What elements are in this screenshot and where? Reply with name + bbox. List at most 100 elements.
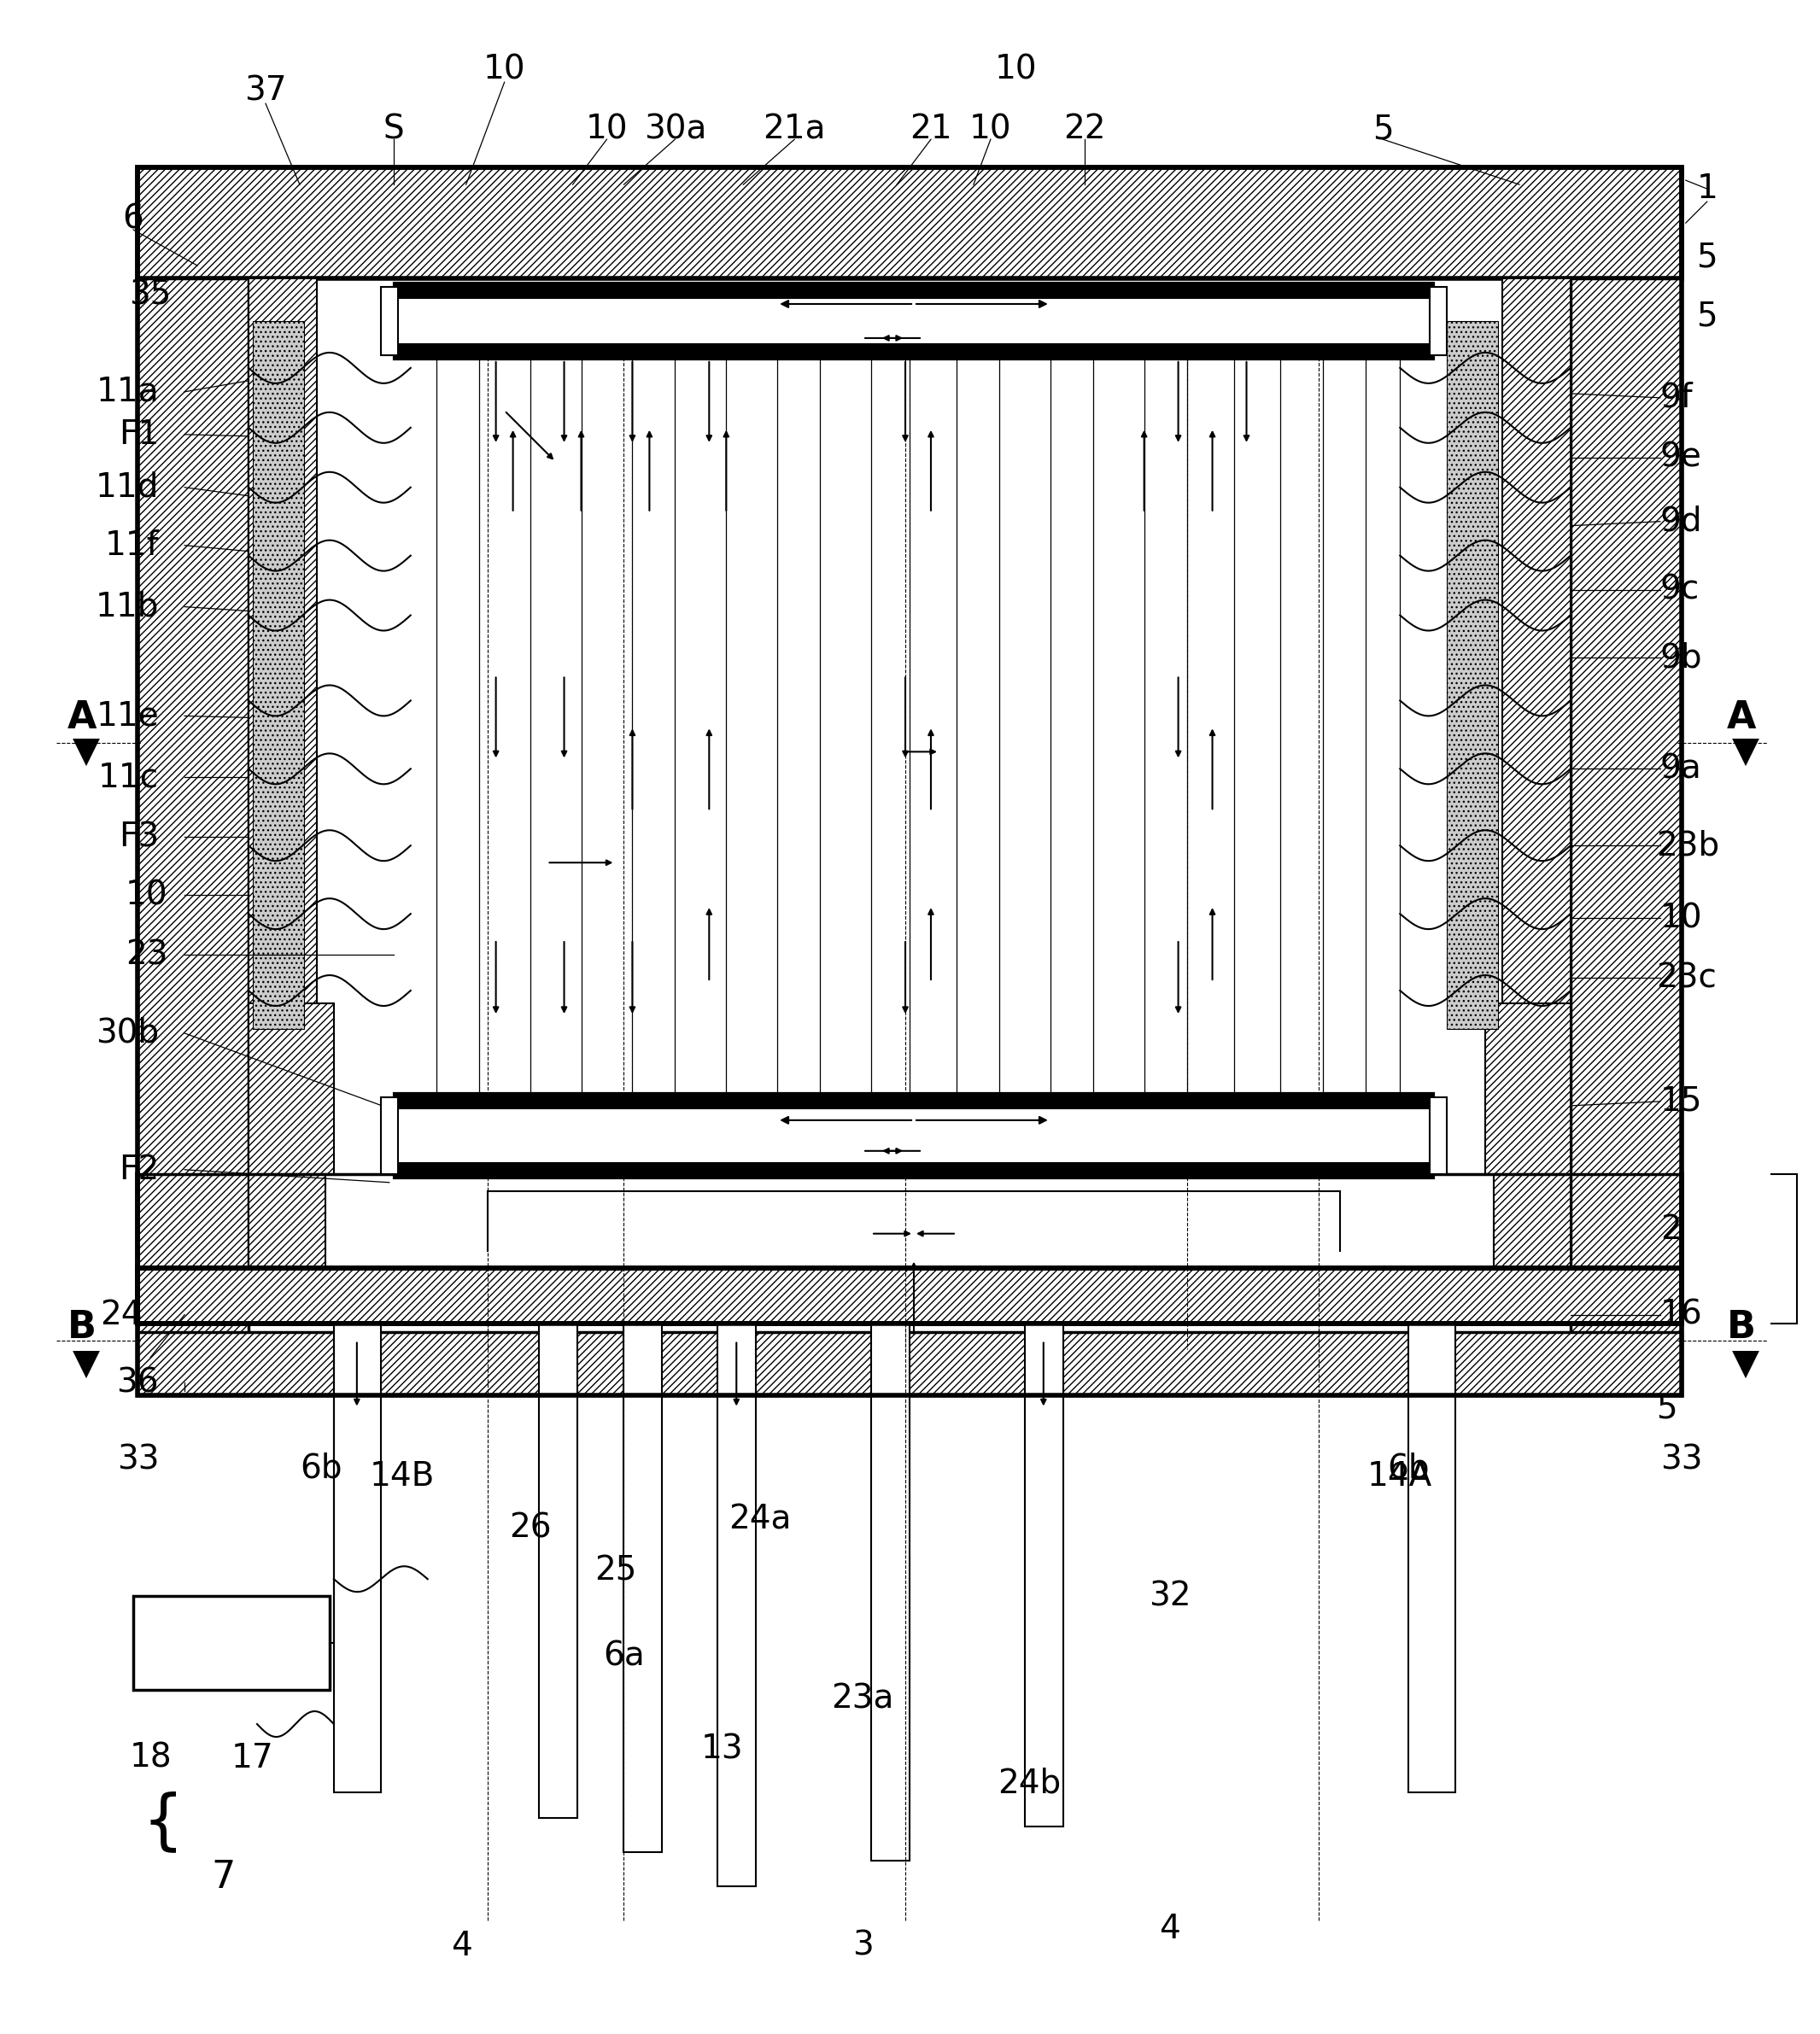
- Bar: [138, 167, 1682, 1395]
- Text: 5: 5: [1372, 114, 1394, 144]
- Text: 1: 1: [1696, 173, 1718, 205]
- Bar: [1431, 1096, 1447, 1174]
- Text: 10: 10: [484, 53, 526, 85]
- Bar: [1447, 321, 1498, 1029]
- Text: 13: 13: [701, 1733, 743, 1766]
- Bar: [393, 283, 1434, 299]
- Bar: [138, 1332, 1682, 1395]
- Text: 24: 24: [100, 1298, 142, 1330]
- Text: 25: 25: [593, 1554, 637, 1587]
- Text: 18: 18: [129, 1741, 171, 1774]
- Bar: [717, 1324, 755, 1886]
- Bar: [393, 1092, 1434, 1178]
- Text: 11f: 11f: [106, 529, 158, 561]
- Text: F1: F1: [118, 419, 158, 452]
- Text: 9a: 9a: [1660, 753, 1702, 785]
- Text: 21a: 21a: [763, 114, 826, 144]
- Text: 7: 7: [211, 1859, 235, 1896]
- Bar: [393, 1092, 1434, 1109]
- Text: 14B: 14B: [369, 1460, 435, 1493]
- Text: 24a: 24a: [730, 1503, 792, 1536]
- Text: 9f: 9f: [1660, 382, 1693, 415]
- Bar: [138, 1267, 1682, 1324]
- Text: 14A: 14A: [1367, 1460, 1432, 1493]
- Text: ▼: ▼: [1733, 1347, 1760, 1381]
- Text: F3: F3: [118, 822, 158, 852]
- Bar: [138, 1267, 1682, 1324]
- Text: 2: 2: [1660, 1212, 1682, 1245]
- Text: 6a: 6a: [602, 1639, 644, 1672]
- Text: 21: 21: [910, 114, 952, 144]
- Text: 5: 5: [1696, 301, 1718, 334]
- Text: 9b: 9b: [1660, 641, 1702, 673]
- Bar: [380, 1096, 399, 1174]
- Text: 23b: 23b: [1656, 830, 1720, 862]
- Text: 10: 10: [1660, 901, 1702, 934]
- Text: 22: 22: [1063, 114, 1105, 144]
- Text: 33: 33: [1660, 1444, 1702, 1477]
- Text: {: {: [142, 1790, 184, 1853]
- Text: 30b: 30b: [96, 1017, 158, 1050]
- Bar: [133, 1597, 329, 1690]
- Bar: [393, 344, 1434, 360]
- Text: F2: F2: [118, 1153, 158, 1186]
- Bar: [1431, 287, 1447, 356]
- Text: ▼: ▼: [73, 734, 100, 769]
- Bar: [1494, 1174, 1571, 1267]
- Text: 26: 26: [510, 1511, 551, 1544]
- Bar: [539, 1324, 577, 1818]
- Text: 4: 4: [451, 1930, 473, 1963]
- Text: 6b: 6b: [1387, 1452, 1431, 1485]
- Text: 30a: 30a: [644, 114, 706, 144]
- Text: 37: 37: [244, 75, 288, 108]
- Text: A: A: [1727, 700, 1756, 736]
- Text: B: B: [1727, 1310, 1756, 1347]
- Text: 10: 10: [970, 114, 1012, 144]
- Text: 11b: 11b: [95, 590, 158, 622]
- Text: 23: 23: [126, 938, 167, 970]
- Text: 9d: 9d: [1660, 504, 1702, 537]
- Text: 5: 5: [1696, 240, 1718, 273]
- Text: 6: 6: [122, 203, 144, 234]
- Text: 4: 4: [1159, 1912, 1181, 1945]
- Bar: [249, 1174, 326, 1267]
- Text: 10: 10: [126, 879, 167, 911]
- Text: 5: 5: [1656, 1391, 1676, 1424]
- Bar: [1571, 279, 1682, 1395]
- Bar: [333, 1324, 380, 1792]
- Bar: [393, 1163, 1434, 1178]
- Text: S: S: [382, 114, 404, 144]
- Bar: [624, 1324, 662, 1853]
- Text: 6b: 6b: [300, 1452, 342, 1485]
- Text: ▼: ▼: [1733, 734, 1760, 769]
- Text: 10: 10: [586, 114, 628, 144]
- Text: 15: 15: [1660, 1086, 1702, 1117]
- Text: A: A: [67, 700, 96, 736]
- Bar: [1409, 1324, 1456, 1792]
- Bar: [393, 283, 1434, 360]
- Text: 3: 3: [852, 1930, 874, 1963]
- Text: 17: 17: [231, 1741, 275, 1774]
- Text: 32: 32: [1148, 1580, 1190, 1613]
- Text: 24b: 24b: [997, 1768, 1061, 1800]
- Text: 35: 35: [129, 279, 171, 311]
- Text: 33: 33: [116, 1444, 158, 1477]
- Text: 11d: 11d: [95, 472, 158, 504]
- Bar: [872, 1324, 910, 1861]
- Bar: [249, 1003, 333, 1174]
- Bar: [1025, 1324, 1063, 1827]
- Text: 9e: 9e: [1660, 441, 1702, 474]
- Bar: [1502, 279, 1571, 1174]
- Text: B: B: [67, 1310, 96, 1347]
- Text: 11c: 11c: [98, 761, 158, 793]
- Text: 36: 36: [116, 1367, 158, 1399]
- Text: 11a: 11a: [96, 376, 158, 409]
- Text: 23a: 23a: [832, 1682, 894, 1715]
- Bar: [253, 321, 304, 1029]
- Text: 23c: 23c: [1656, 962, 1716, 995]
- Text: ▼: ▼: [73, 1347, 100, 1381]
- Bar: [249, 279, 317, 1174]
- Bar: [1485, 1003, 1571, 1174]
- Bar: [138, 279, 249, 1395]
- Text: 9c: 9c: [1660, 574, 1700, 606]
